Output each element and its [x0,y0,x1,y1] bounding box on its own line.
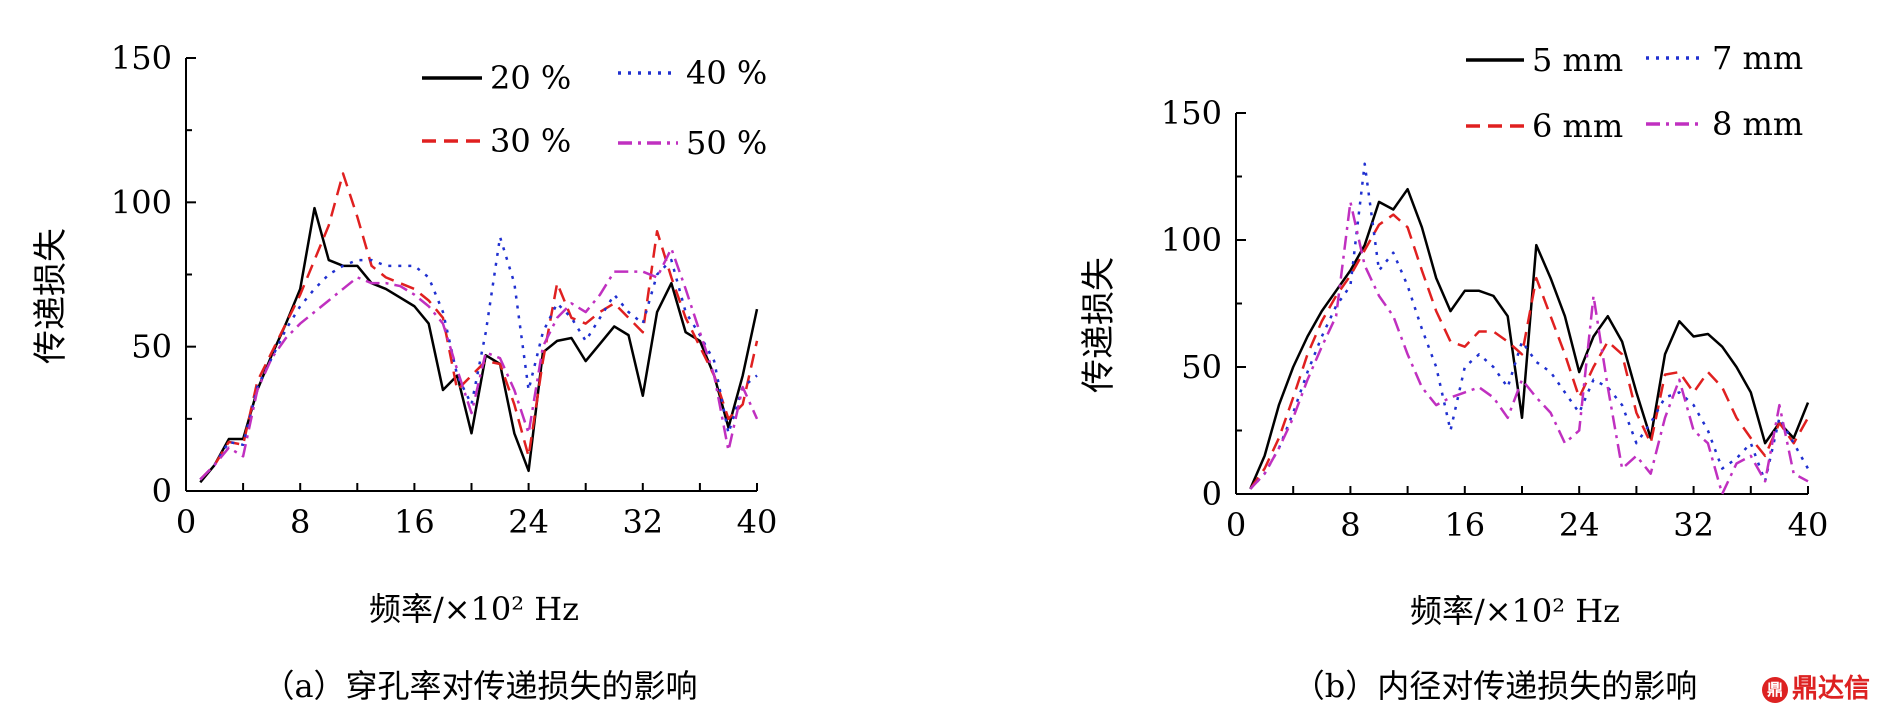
legend-label: 5 mm [1532,41,1623,79]
watermark-text: 鼎达信 [1791,674,1870,704]
y-tick-label: 0 [1202,475,1222,513]
x-tick-label: 40 [1788,506,1829,544]
x-tick-label: 8 [1340,506,1360,544]
x-tick-label: 16 [1444,506,1485,544]
legend-label: 50 % [686,124,767,162]
legend-b: 5 mm 6 mm 7 mm 8 mm [1466,39,1803,145]
legend-label: 8 mm [1712,105,1803,143]
axes-b: 0 50 100 150 0 8 16 24 32 40 [1161,94,1828,544]
x-tick-label: 32 [1673,506,1714,544]
series-line-a-3 [199,235,758,481]
legend-a: 20 % 30 % 40 % 50 % [422,54,767,162]
series-line-b-3 [1249,162,1810,490]
y-axis-label-a: 传递损失 [31,228,71,364]
y-tick-label: 50 [131,328,172,366]
x-tick-label: 16 [394,503,435,541]
x-tick-label: 0 [1226,506,1246,544]
x-axis-label-b: 频率/×10² Hz [1410,592,1620,630]
y-tick-label: 0 [152,472,172,510]
series-line-b-2 [1249,213,1810,490]
series-group-a [199,172,759,484]
x-tick-label: 24 [1559,506,1600,544]
y-tick-label: 100 [111,183,172,221]
seal-icon: 鼎 [1761,676,1788,703]
x-tick-label: 24 [508,503,549,541]
y-tick-label: 100 [1161,221,1222,259]
y-axis-label-b: 传递损失 [1079,257,1119,393]
series-group-b [1249,162,1810,496]
caption-a: （a）穿孔率对传递损失的影响 [262,667,697,705]
y-tick-label: 50 [1181,348,1222,386]
chart-panel-b: 0 50 100 150 0 8 16 24 32 40 5 mm 6 mm 7 mm 8 mm 频率/… [1079,39,1828,705]
x-tick-label: 40 [737,503,778,541]
legend-label: 40 % [686,54,767,92]
y-tick-label: 150 [1161,94,1222,132]
series-line-a-4 [199,247,759,481]
watermark-logo: 鼎鼎达信 [1761,668,1870,705]
legend-label: 7 mm [1712,39,1803,77]
x-tick-label: 8 [290,503,310,541]
y-tick-label: 150 [111,39,172,77]
series-line-a-2 [199,172,759,481]
legend-label: 30 % [490,122,571,160]
legend-label: 6 mm [1532,107,1623,145]
chart-panel-a: 0 50 100 150 0 8 16 24 32 40 20 % 30 % 40 % 50 % 频率/… [31,39,777,705]
caption-b: （b）内径对传递损失的影响 [1293,667,1698,705]
series-line-b-1 [1249,187,1810,490]
series-line-b-4 [1249,200,1809,496]
series-line-a-1 [199,206,759,484]
axes-a: 0 50 100 150 0 8 16 24 32 40 [111,39,777,541]
legend-label: 20 % [490,59,571,97]
x-tick-label: 0 [176,503,196,541]
x-axis-label-a: 频率/×10² Hz [369,590,579,628]
x-tick-label: 32 [622,503,663,541]
